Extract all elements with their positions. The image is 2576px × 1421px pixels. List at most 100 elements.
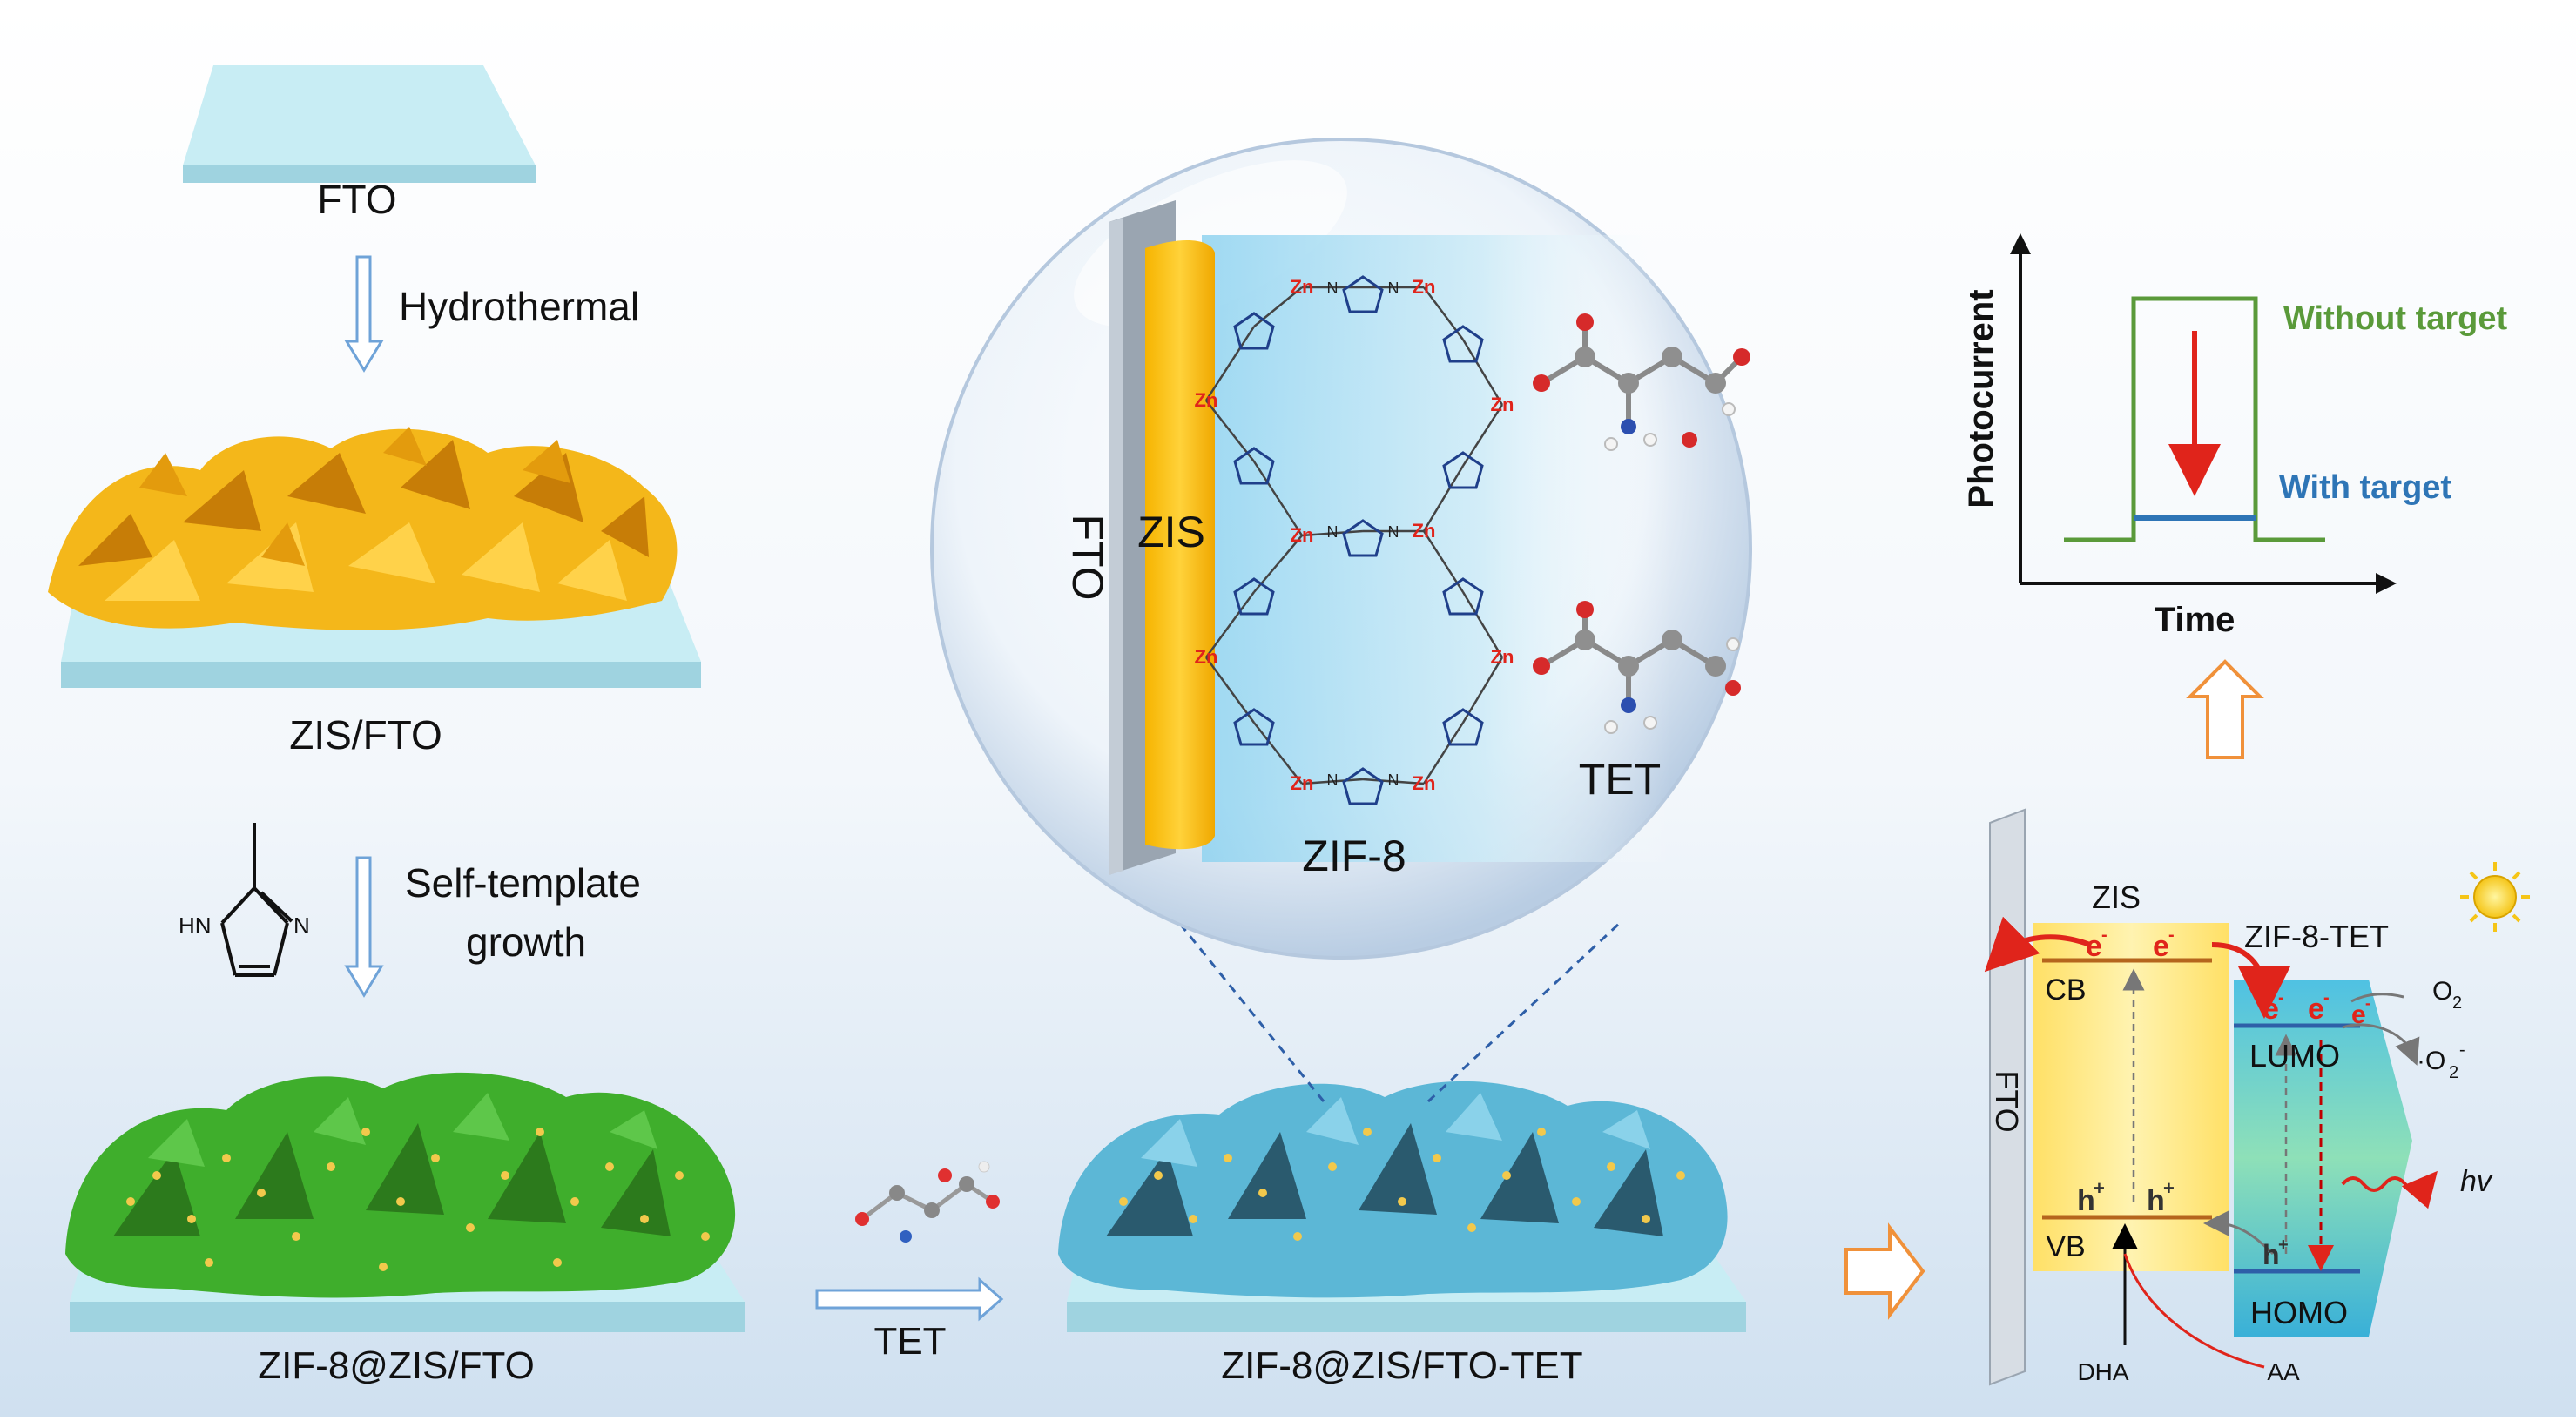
o2-arrow <box>2350 993 2404 1003</box>
electron-cb-1-charge: - <box>2101 926 2107 945</box>
electron-cb-2-charge: - <box>2168 926 2175 945</box>
self-template-label-line1: Self-template <box>405 860 641 906</box>
n-atom: N <box>1327 771 1339 789</box>
magnified-bubble <box>930 138 1752 960</box>
zis-fto-slab <box>48 427 701 688</box>
zn-node: Zn <box>1291 276 1314 298</box>
o2-subscript: 2 <box>2452 993 2462 1013</box>
zif8-dots <box>126 1128 710 1271</box>
zif8-tet-dots <box>1119 1128 1685 1241</box>
zif8-zis-fto-slab <box>65 1072 745 1332</box>
cb-label: CB <box>2045 973 2086 1007</box>
vb-label: VB <box>2046 1230 2085 1263</box>
homo-label: HOMO <box>2250 1295 2348 1330</box>
imidazole-n-label: N <box>293 913 310 939</box>
zif8-tet-band-block <box>2234 980 2412 1337</box>
holes: h + h + h + <box>2077 1177 2289 1270</box>
hole-vb-1: h <box>2077 1184 2095 1217</box>
hole-vb-1-charge: + <box>2094 1177 2105 1199</box>
mech-fto-label: FTO <box>1989 1070 2025 1132</box>
n-atom: N <box>1388 523 1399 541</box>
o2-reduction-arrow <box>2342 1023 2420 1066</box>
electron-lumo-3-charge: - <box>2365 994 2370 1012</box>
tet-arrow-label: TET <box>873 1320 946 1363</box>
zoom-line-right <box>1426 921 1622 1103</box>
superoxide-subscript: 2 <box>2449 1063 2458 1082</box>
hv-label: hv <box>2460 1165 2493 1198</box>
hole-homo-charge: + <box>2278 1236 2289 1255</box>
zn-node: Zn <box>1413 520 1436 542</box>
x-axis-label: Time <box>2155 601 2235 639</box>
tet-arrow <box>815 1276 1004 1322</box>
zif8-zis-fto-label: ZIF-8@ZIS/FTO <box>258 1344 535 1387</box>
zn-node: Zn <box>1413 276 1436 298</box>
y-axis-arrowhead <box>2010 233 2031 254</box>
zis-fto-label: ZIS/FTO <box>289 712 442 758</box>
x-axis-arrowhead <box>2376 573 2397 594</box>
legend-without-target: Without target <box>2283 300 2508 337</box>
zn-node: Zn <box>1491 646 1514 668</box>
sun-icon <box>2473 875 2517 919</box>
imidazole-nh-label: HN <box>179 913 212 939</box>
electron-cb-1: e <box>2086 930 2102 963</box>
n-atom: N <box>1327 279 1339 297</box>
bubble-zis-label: ZIS <box>1137 508 1205 556</box>
hydrothermal-arrow <box>344 255 384 373</box>
electron-lumo-1-charge: - <box>2278 988 2284 1007</box>
electron-lumo-2: e <box>2308 993 2324 1026</box>
orange-right-arrow <box>1844 1222 1925 1320</box>
mech-zif8-tet-label: ZIF-8-TET <box>2244 919 2389 954</box>
electron-lumo-1: e <box>2262 993 2279 1026</box>
zn-node: Zn <box>1195 389 1218 411</box>
zif8-framework: Zn Zn Zn Zn Zn Zn Zn Zn Zn Zn N N N N N … <box>1195 275 1514 805</box>
y-axis-label: Photocurrent <box>1962 289 2000 508</box>
zn-node: Zn <box>1291 524 1314 546</box>
zoom-line-left <box>1157 896 1325 1102</box>
n-atom: N <box>1388 771 1399 789</box>
electron-lumo-2-charge: - <box>2323 988 2330 1007</box>
mech-zis-label: ZIS <box>2092 879 2141 915</box>
zn-node: Zn <box>1195 646 1218 668</box>
hole-homo: h <box>2262 1239 2280 1270</box>
band-diagram <box>1984 808 2530 1386</box>
series-without-target <box>2064 296 2325 542</box>
zn-node: Zn <box>1491 394 1514 415</box>
hole-transfer-arrow <box>2203 1210 2275 1256</box>
hv-emission-arrow <box>2341 1170 2438 1209</box>
photocurrent-chart: Photocurrent Time Without target With ta… <box>1962 233 2508 639</box>
sun-rays <box>2460 862 2530 932</box>
superoxide-charge: - <box>2459 1040 2465 1060</box>
orange-up-arrow <box>2186 659 2264 759</box>
tet-molecule-small <box>855 1161 1000 1243</box>
bubble-tet-label: TET <box>1579 755 1661 804</box>
legend-with-target: With target <box>2279 469 2451 506</box>
self-template-label-line2: growth <box>466 919 586 965</box>
self-template-arrow <box>344 856 384 998</box>
electron-transfer-arrow <box>2211 942 2290 1019</box>
zif8-zis-fto-tet-slab <box>1058 1081 1746 1332</box>
zn-node: Zn <box>1291 772 1314 794</box>
electron-cb-2: e <box>2153 930 2169 963</box>
superoxide-label: ·O <box>2417 1047 2445 1075</box>
aa-arrow <box>2123 1253 2265 1369</box>
dha-label: DHA <box>2077 1358 2128 1385</box>
hydrothermal-label: Hydrothermal <box>399 284 639 329</box>
bubble-zif8-label: ZIF-8 <box>1302 832 1406 880</box>
fto-slab-top <box>183 65 536 183</box>
hole-vb-2-charge: + <box>2163 1177 2175 1199</box>
methylimidazole-structure <box>220 823 293 977</box>
electron-to-fto-arrow <box>1984 916 2092 973</box>
aa-label: AA <box>2267 1358 2300 1385</box>
electrons: e - e - e - e - e - <box>2086 926 2370 1029</box>
hole-vb-2: h <box>2147 1184 2165 1217</box>
o2-label: O <box>2432 977 2452 1006</box>
zif8-zis-fto-tet-label: ZIF-8@ZIS/FTO-TET <box>1221 1344 1582 1387</box>
tet-molecules-bubble <box>1533 313 1750 734</box>
electron-lumo-3: e <box>2351 1000 2366 1029</box>
n-atom: N <box>1388 279 1399 297</box>
bubble-fto-label: FTO <box>1063 514 1112 600</box>
fto-top-label: FTO <box>317 177 396 222</box>
n-atom: N <box>1327 523 1339 541</box>
